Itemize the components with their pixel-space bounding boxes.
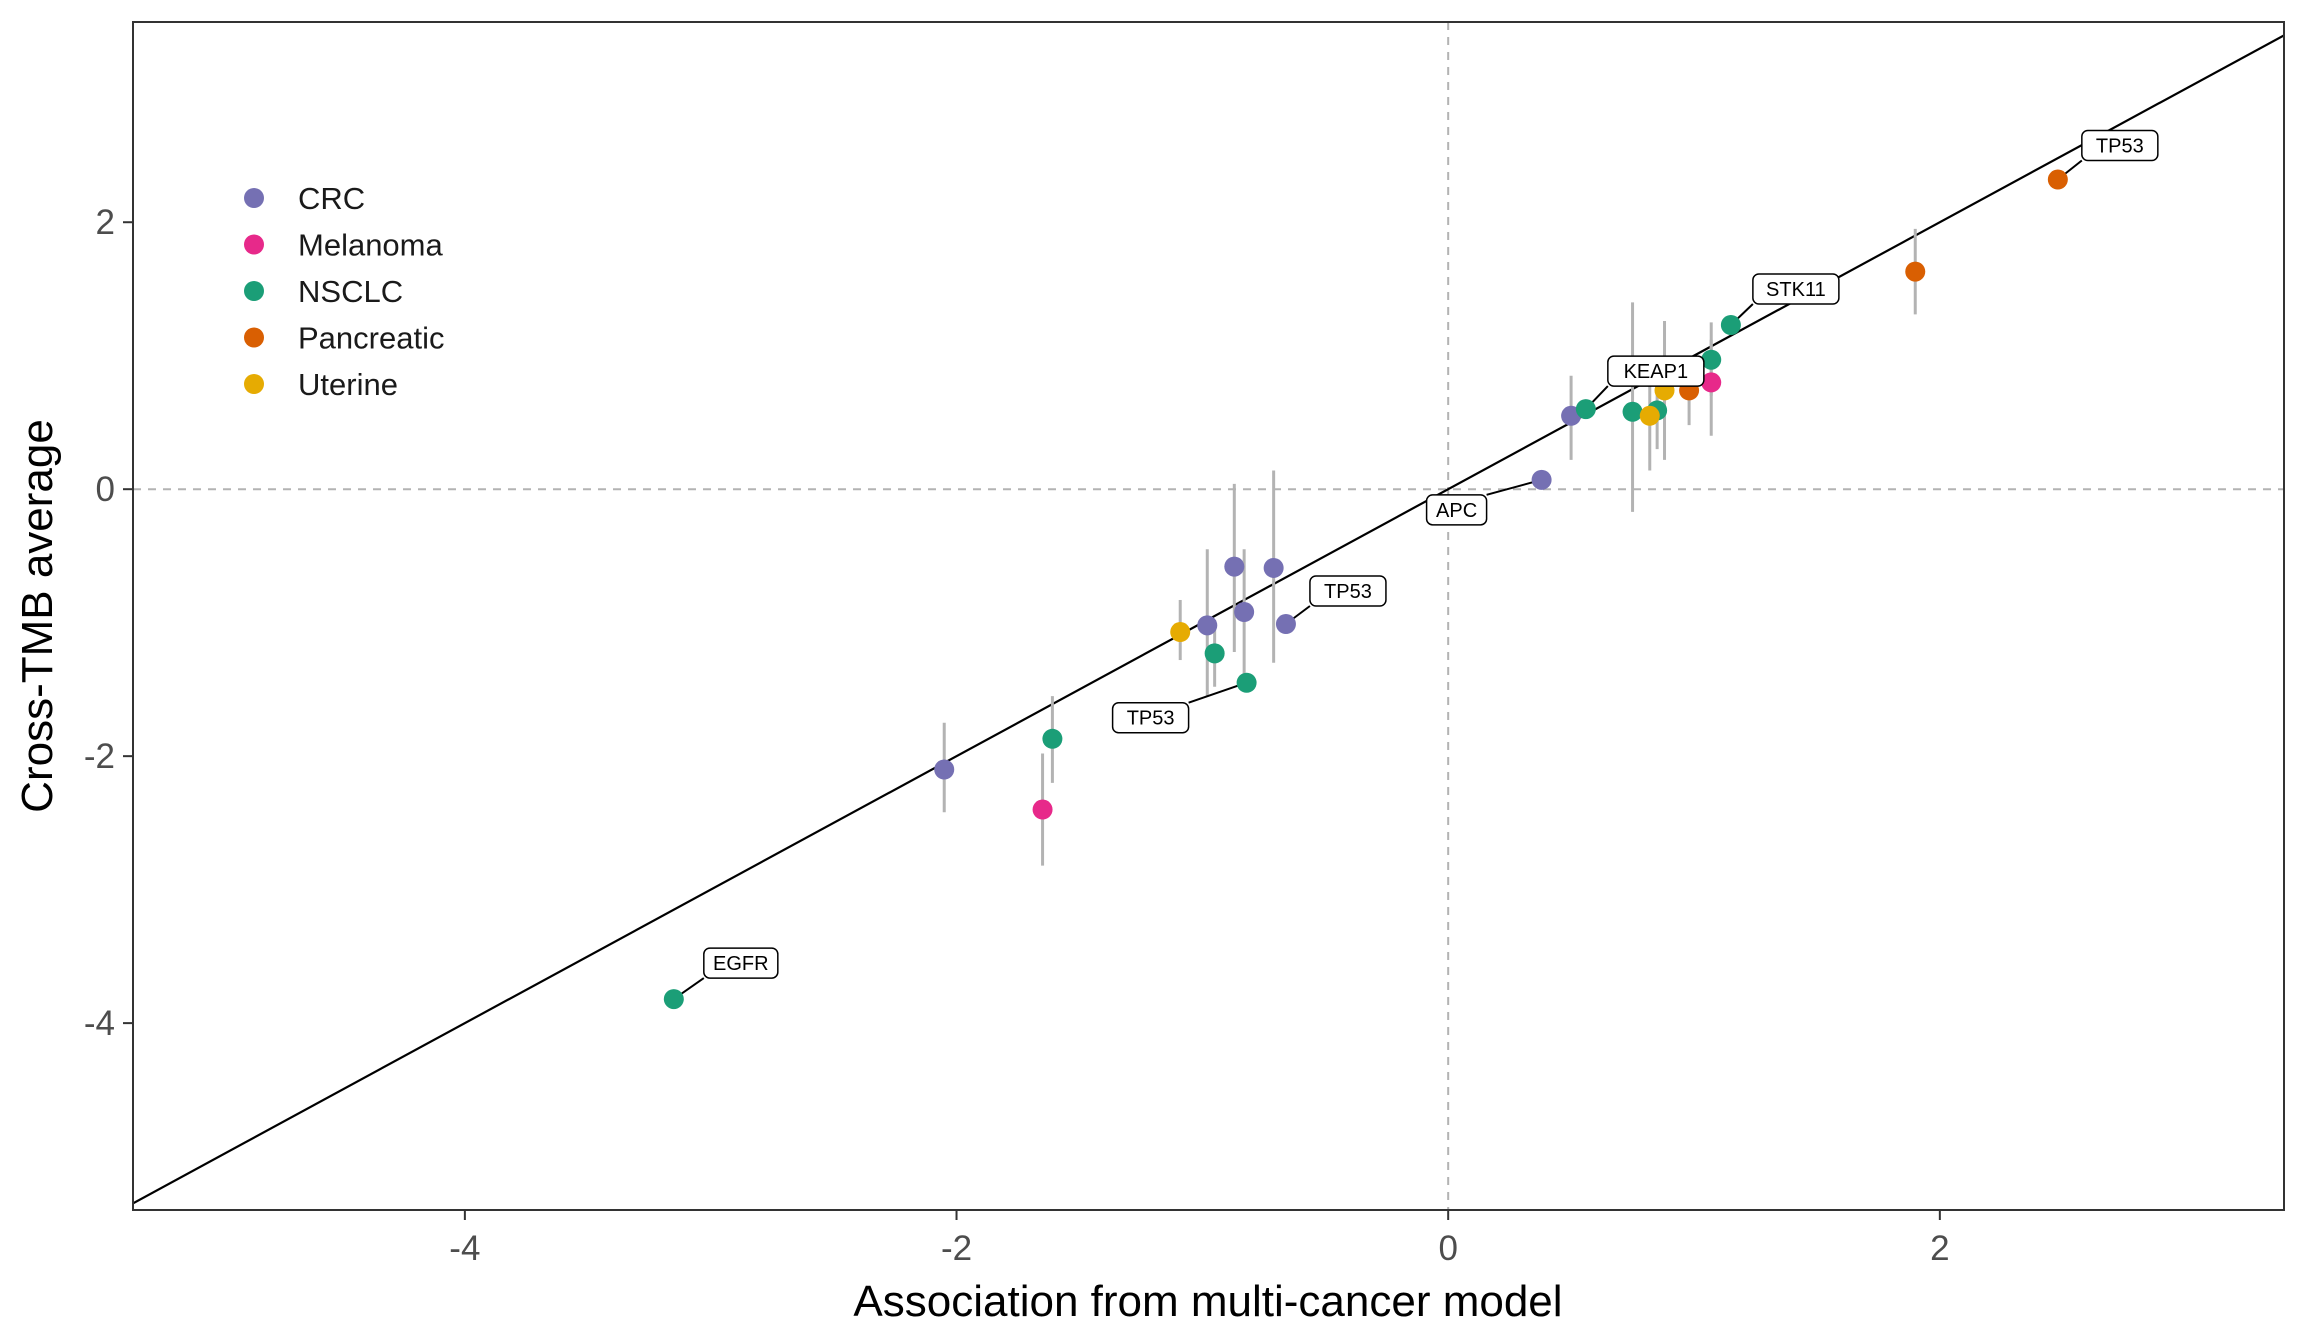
point-nsclc	[663, 989, 684, 1010]
x-tick-label: 2	[1930, 1229, 1949, 1268]
point-crc	[1263, 557, 1284, 578]
annotation-box	[1309, 575, 1387, 607]
data-points	[663, 169, 2068, 1010]
legend-key-nsclc	[244, 281, 264, 301]
point-nsclc	[1236, 672, 1257, 693]
legend-label-nsclc: NSCLC	[298, 274, 403, 309]
legend-key-melanoma	[244, 234, 264, 255]
point-uterine	[1170, 622, 1191, 643]
y-tick-label: -2	[84, 737, 115, 776]
point-crc	[1234, 601, 1255, 622]
plot-border	[132, 21, 2285, 1211]
legend: CRC Melanoma NSCLC Pancreatic Uterine	[244, 181, 444, 402]
legend-label-uterine: Uterine	[298, 367, 398, 402]
point-crc	[934, 759, 955, 780]
point-crc	[1275, 614, 1296, 635]
point-crc	[1224, 556, 1245, 577]
annotation-label: TP53	[1111, 701, 1190, 734]
annotation-label: KEAP1	[1607, 355, 1705, 387]
annotation-text: TP53	[1324, 581, 1372, 603]
annotation-text: TP53	[1127, 708, 1175, 730]
annotation-box	[1607, 355, 1705, 387]
point-pancreatic	[1905, 261, 1926, 282]
annotation-box	[1425, 494, 1488, 526]
point-melanoma	[1701, 372, 1722, 393]
y-tick-label: 0	[96, 470, 115, 509]
annotation-box	[1111, 701, 1190, 734]
point-pancreatic	[2047, 169, 2068, 190]
annotation-text: KEAP1	[1624, 361, 1688, 383]
x-axis: -4 -2 0 2	[449, 1210, 1950, 1268]
x-tick-label: -2	[941, 1229, 972, 1268]
annotation-label: EGFR	[703, 947, 779, 979]
annotation-box	[703, 947, 779, 979]
point-nsclc	[1622, 401, 1643, 422]
legend-label-pancreatic: Pancreatic	[298, 321, 444, 356]
annotation-box	[1752, 273, 1840, 305]
y-axis: -4 -2 0 2	[84, 203, 133, 1043]
annotation-label: TP53	[1309, 575, 1387, 607]
annotation-text: APC	[1436, 500, 1477, 522]
annotation-leader	[1188, 681, 1247, 704]
y-tick-label: 2	[96, 203, 115, 242]
legend-key-pancreatic	[244, 327, 264, 348]
legend-key-uterine	[244, 374, 264, 394]
annotation-text: TP53	[2096, 136, 2144, 158]
x-tick-label: -4	[449, 1229, 480, 1268]
annotation-label: APC	[1425, 494, 1488, 526]
point-nsclc	[1042, 728, 1063, 749]
point-melanoma	[1032, 799, 1053, 820]
x-tick-label: 0	[1438, 1229, 1457, 1268]
annotation-box	[2081, 129, 2159, 162]
annotation-label: STK11	[1752, 273, 1840, 305]
y-tick-label: -4	[84, 1004, 115, 1043]
point-nsclc	[1204, 643, 1225, 664]
y-axis-title: Cross-TMB average	[13, 419, 62, 813]
legend-key-crc	[244, 188, 264, 208]
gene-annotations: EGFR TP53 TP53 APC KEAP1 STK11 TP53	[703, 129, 2159, 979]
x-axis-title: Association from multi-cancer model	[853, 1277, 1562, 1326]
annotation-text: EGFR	[713, 953, 769, 975]
annotation-label: TP53	[2081, 129, 2159, 162]
point-nsclc	[1575, 399, 1596, 420]
point-uterine	[1639, 405, 1660, 426]
point-nsclc	[1701, 349, 1722, 370]
legend-label-crc: CRC	[298, 181, 365, 216]
point-crc	[1531, 469, 1552, 490]
legend-label-melanoma: Melanoma	[298, 228, 443, 263]
annotation-text: STK11	[1766, 279, 1826, 301]
point-crc	[1197, 615, 1218, 636]
point-nsclc	[1720, 315, 1741, 336]
